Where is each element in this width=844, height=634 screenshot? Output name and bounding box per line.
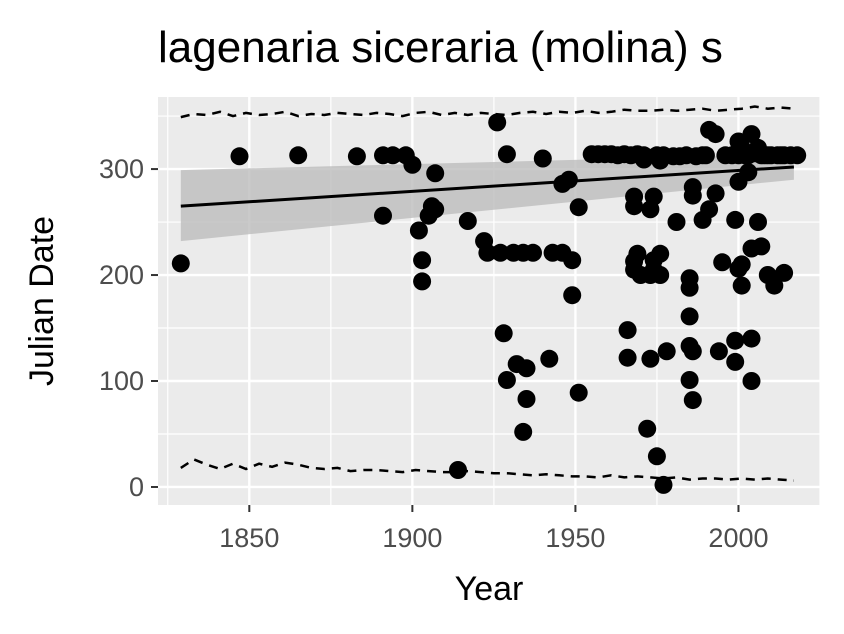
data-point <box>680 371 699 389</box>
data-point <box>409 221 428 240</box>
data-point <box>426 200 445 219</box>
data-point <box>618 321 637 340</box>
data-point <box>696 146 715 165</box>
chart-title: lagenaria siceraria (molina) s <box>158 23 723 72</box>
data-point <box>742 372 761 390</box>
data-point <box>765 276 784 295</box>
data-point <box>514 422 533 441</box>
data-point <box>524 243 542 262</box>
x-tick-label: 2000 <box>708 523 768 553</box>
data-point <box>497 145 516 164</box>
data-point <box>654 475 673 494</box>
data-point <box>383 146 402 165</box>
y-tick-label: 0 <box>129 472 144 502</box>
data-point <box>726 352 745 371</box>
data-point <box>625 197 644 216</box>
data-point <box>413 272 432 291</box>
data-point <box>752 237 771 256</box>
data-point <box>726 210 745 229</box>
data-point <box>651 266 670 284</box>
data-point <box>230 147 249 166</box>
data-point <box>713 253 732 272</box>
x-tick-label: 1950 <box>545 523 605 553</box>
trend-line <box>180 165 795 208</box>
y-tick-label: 200 <box>99 260 144 290</box>
data-point <box>739 163 758 182</box>
data-point <box>706 125 725 144</box>
y-tick-label: 100 <box>99 366 144 396</box>
data-point <box>788 146 807 165</box>
x-tick-label: 1900 <box>382 523 442 553</box>
data-point <box>563 286 582 305</box>
axes: 1850 1900 1950 2000 0 100 200 300 <box>99 154 769 553</box>
data-point <box>569 383 588 402</box>
data-point <box>634 146 653 165</box>
data-point <box>628 244 647 263</box>
data-point <box>559 170 578 189</box>
data-point <box>413 251 432 270</box>
data-point <box>533 149 552 168</box>
data-point <box>680 278 699 297</box>
data-point <box>618 348 637 367</box>
y-tick-label: 300 <box>99 154 144 184</box>
data-point <box>569 198 588 217</box>
data-point <box>517 359 536 378</box>
data-point <box>517 390 536 408</box>
dashed-bands <box>180 105 795 482</box>
data-point <box>683 391 702 410</box>
trend-layer <box>180 154 795 242</box>
data-point <box>491 243 510 262</box>
data-point <box>563 251 582 270</box>
data-point <box>449 461 467 479</box>
y-axis-title: Julian Date <box>23 216 61 386</box>
data-point <box>638 419 657 438</box>
data-point <box>540 349 559 368</box>
data-point <box>426 164 445 183</box>
data-point <box>742 329 761 348</box>
data-point <box>641 349 660 368</box>
data-points <box>171 113 807 494</box>
data-point <box>683 342 702 361</box>
data-point <box>667 213 686 231</box>
data-point <box>458 212 477 230</box>
data-point <box>683 186 702 205</box>
x-tick-label: 1850 <box>219 523 279 553</box>
data-point <box>497 371 516 389</box>
data-point <box>709 342 728 361</box>
data-point <box>289 146 308 165</box>
data-point <box>347 147 366 166</box>
data-point <box>749 213 767 231</box>
data-point <box>647 447 666 466</box>
data-point <box>488 113 507 132</box>
data-point <box>732 255 751 274</box>
data-point <box>494 324 513 343</box>
x-axis-title: Year <box>455 570 524 608</box>
data-point <box>700 200 719 219</box>
data-point <box>403 155 422 174</box>
data-point <box>644 187 663 206</box>
data-point <box>657 342 676 361</box>
data-point <box>732 276 751 295</box>
data-point <box>374 206 392 225</box>
data-point <box>680 307 699 326</box>
data-point <box>726 331 745 350</box>
data-point <box>478 243 497 262</box>
data-point <box>171 254 190 273</box>
data-point <box>706 184 725 203</box>
data-point <box>775 263 794 282</box>
data-point <box>651 244 670 263</box>
data-point <box>742 125 761 144</box>
upper-dashed-band <box>180 105 795 119</box>
